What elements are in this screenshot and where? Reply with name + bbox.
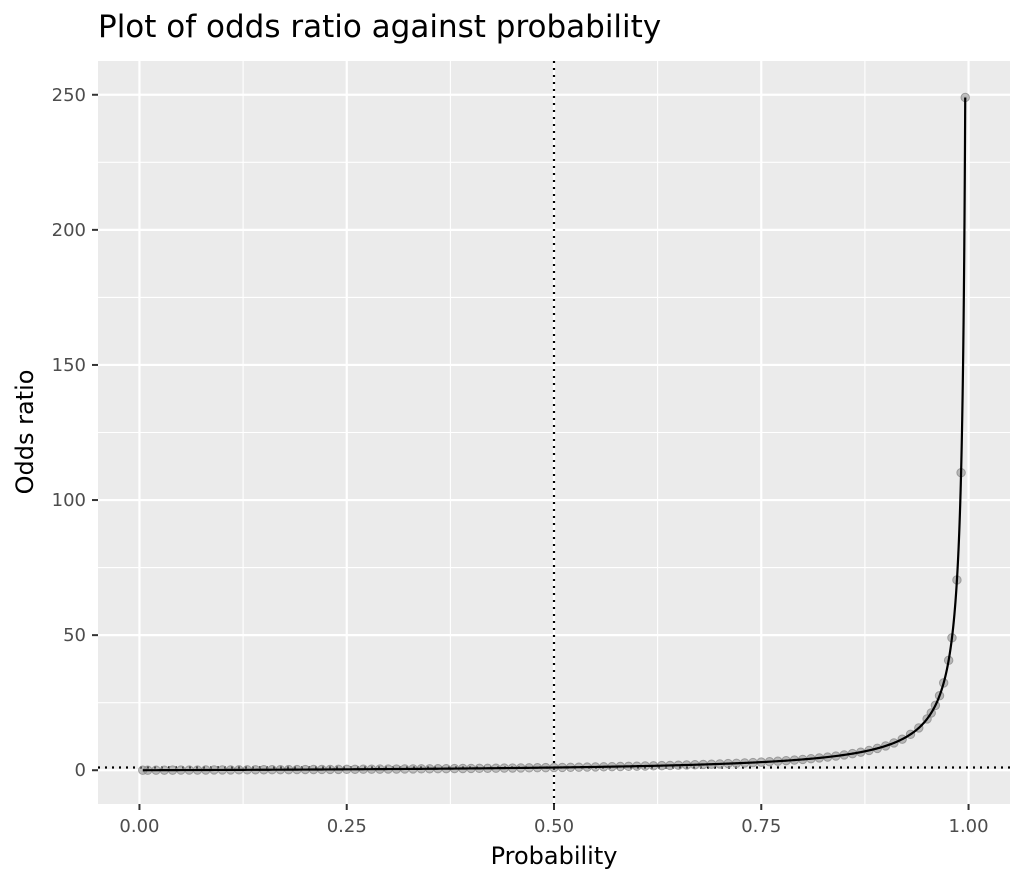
y-tick-label: 200 (52, 220, 86, 241)
y-tick-label: 150 (52, 355, 86, 376)
x-tick-label: 0.50 (534, 816, 574, 837)
y-axis-ticks: 0 50 100 150 200 250 (52, 85, 98, 781)
x-axis-ticks: 0.00 0.25 0.50 0.75 1.00 (119, 804, 989, 837)
x-axis-title: Probability (491, 842, 618, 870)
y-tick-label: 250 (52, 85, 86, 106)
y-axis-title: Odds ratio (11, 370, 39, 495)
y-tick-label: 100 (52, 490, 86, 511)
x-tick-label: 0.25 (327, 816, 367, 837)
x-tick-label: 0.00 (119, 816, 159, 837)
y-tick-label: 50 (63, 625, 86, 646)
odds-curve (142, 97, 967, 772)
x-tick-label: 0.75 (741, 816, 781, 837)
chart-title: Plot of odds ratio against probability (98, 9, 661, 45)
x-tick-label: 1.00 (949, 816, 989, 837)
y-tick-label: 0 (75, 760, 86, 781)
